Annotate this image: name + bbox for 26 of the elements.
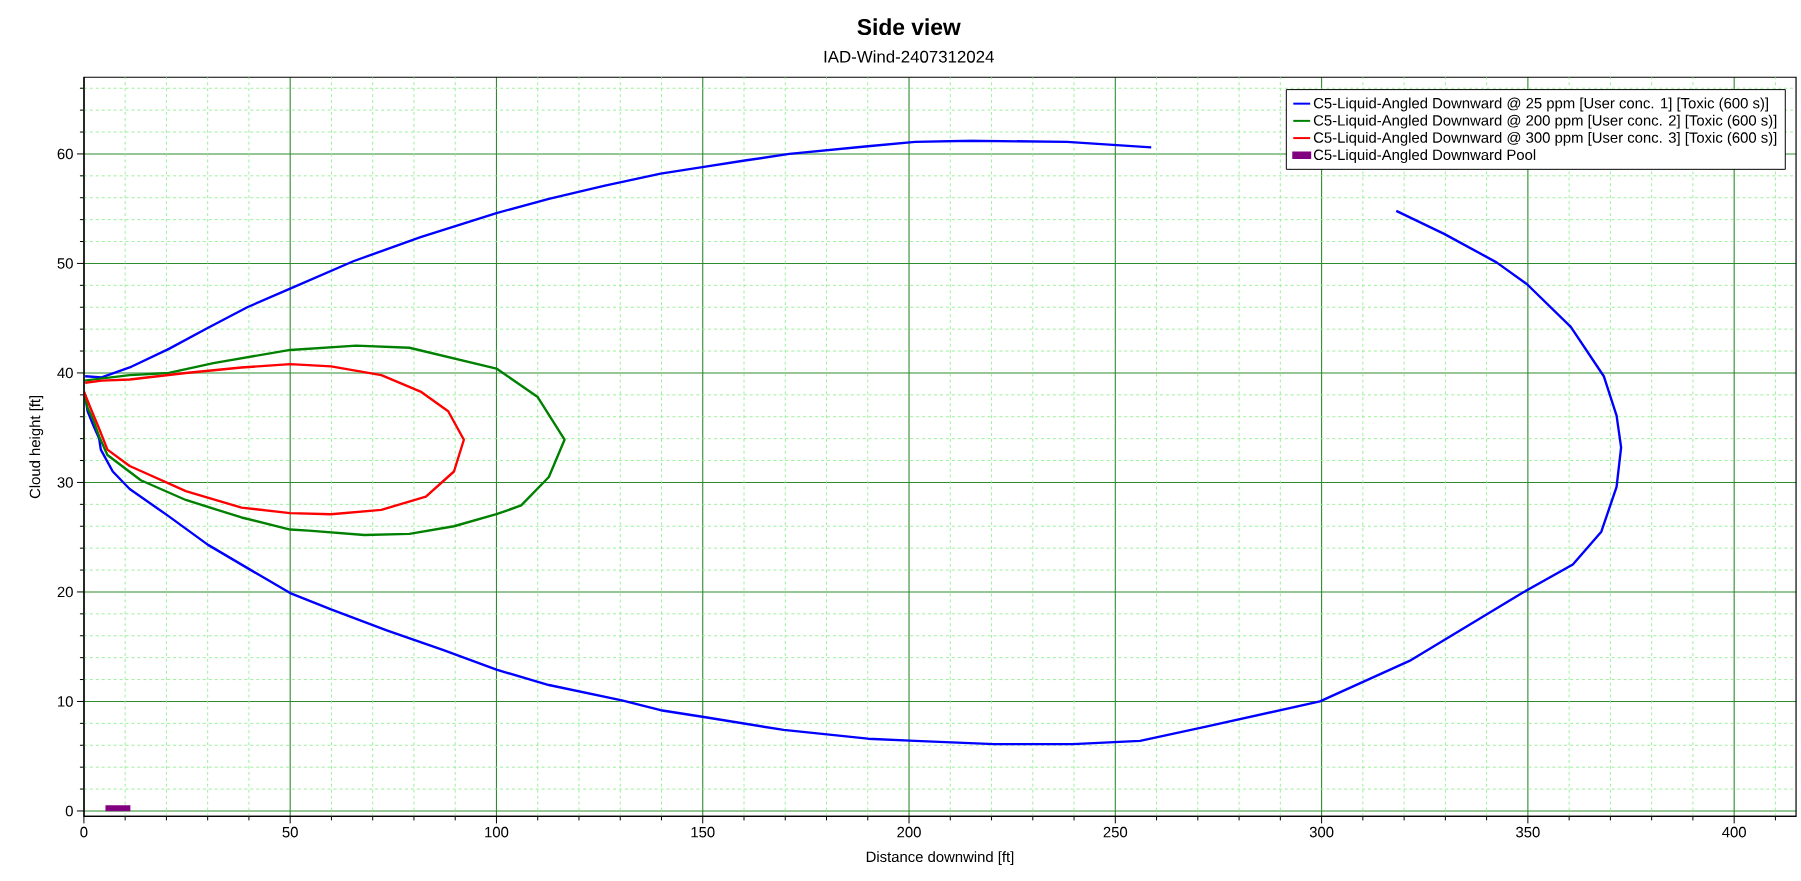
x-tick-label: 250 [1103,826,1128,838]
y-tick-label: 20 [57,586,73,598]
y-axis-title: Cloud height [ft] [29,395,44,499]
x-tick-label: 100 [485,826,509,838]
chart-subtitle: IAD-Wind-2407312024 [824,50,994,63]
y-tick-label: 10 [58,696,73,707]
x-tick-label: 400 [1722,826,1746,838]
legend-label: C5-Liquid-Angled Downward Pool [1313,149,1536,164]
x-axis-title: Distance downwind [ft] [866,851,1014,866]
line-series [83,363,466,516]
x-tick-label: 150 [691,826,715,838]
chart-title: Side view [857,18,961,36]
legend-label: C5-Liquid-Angled Downward @ 200 ppm [User conc. 2] [Toxic (600 s)] [1313,114,1777,129]
x-tick-label: 50 [282,826,298,838]
y-tick-label: 0 [65,805,73,817]
x-tick-label: 350 [1516,826,1540,838]
legend-label: C5-Liquid-Angled Downward @ 300 ppm [User conc. 3] [Toxic (600 s)] [1313,132,1777,146]
x-tick-label: 0 [80,826,88,838]
y-tick-label: 30 [57,477,73,488]
line-series [83,344,566,537]
y-tick-label: 60 [57,148,73,160]
x-tick-label: 300 [1309,826,1334,838]
x-tick-label: 200 [897,826,921,838]
y-tick-label: 50 [57,258,73,269]
legend-label: C5-Liquid-Angled Downward @ 25 ppm [User conc. 1] [Toxic (600 s)] [1313,97,1768,112]
y-tick-label: 40 [57,367,73,379]
